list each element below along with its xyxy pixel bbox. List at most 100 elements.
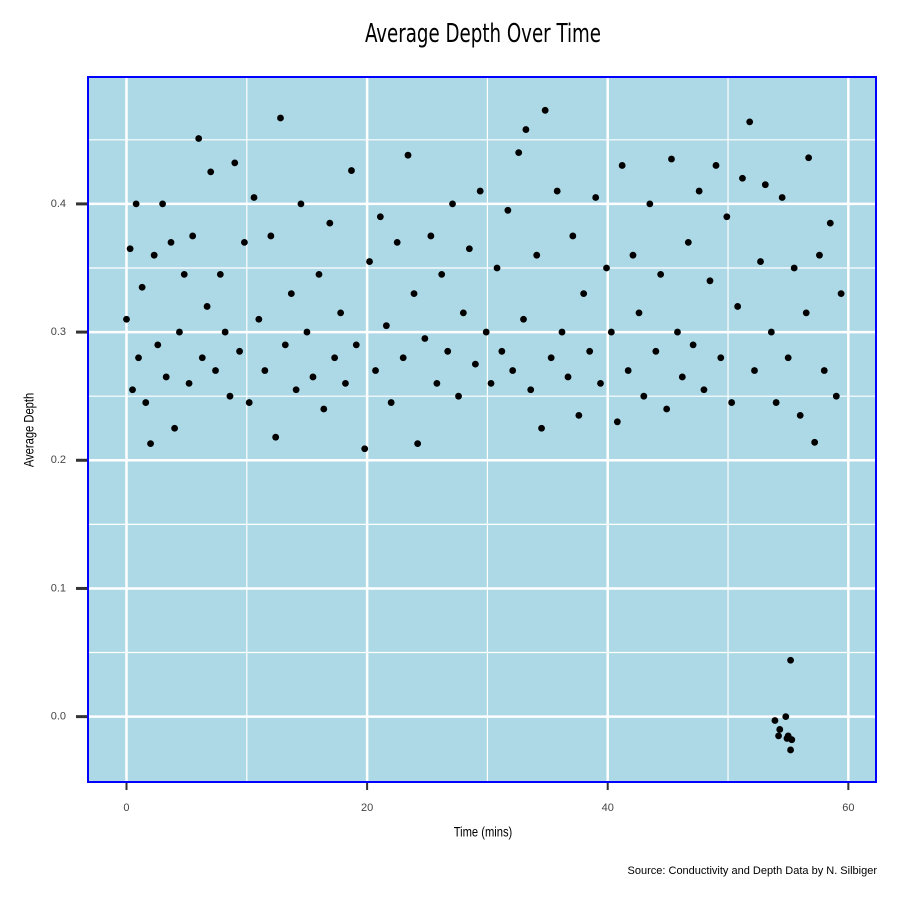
point	[652, 347, 660, 355]
point	[455, 392, 462, 400]
x-tick-label: 40	[602, 802, 614, 814]
point	[553, 187, 561, 195]
point	[613, 418, 621, 426]
point	[776, 726, 784, 733]
point	[212, 367, 219, 374]
point	[624, 367, 632, 374]
point	[240, 238, 248, 246]
point	[267, 232, 275, 240]
point	[123, 315, 130, 323]
point	[695, 187, 703, 195]
point	[132, 200, 140, 208]
point	[465, 245, 473, 253]
point	[250, 194, 258, 201]
point	[438, 271, 446, 278]
point	[684, 238, 692, 246]
caption: Source: Conductivity and Depth Data by N…	[628, 865, 878, 877]
point	[236, 347, 243, 355]
point	[761, 181, 769, 189]
point	[640, 392, 648, 400]
y-tick-label: 0.0	[51, 711, 66, 723]
point	[783, 735, 791, 742]
point	[449, 200, 456, 208]
point	[216, 271, 224, 278]
point	[203, 303, 211, 310]
point	[538, 424, 545, 432]
point	[757, 258, 764, 265]
point	[245, 399, 253, 406]
point	[493, 264, 501, 272]
point	[700, 386, 708, 394]
point	[751, 367, 758, 374]
x-tick-label: 20	[361, 802, 373, 814]
point	[717, 354, 725, 362]
point	[352, 341, 360, 349]
point	[734, 303, 742, 310]
point	[421, 335, 429, 342]
point	[746, 118, 754, 126]
point	[287, 290, 295, 298]
point	[547, 354, 555, 362]
point	[592, 194, 600, 201]
point	[522, 126, 530, 133]
point	[150, 251, 158, 259]
plot-border	[87, 76, 877, 783]
point	[498, 347, 506, 355]
x-tick-label: 0	[123, 802, 129, 814]
point	[142, 399, 150, 406]
chart-title: Average Depth Over Time	[365, 19, 601, 49]
point	[167, 238, 175, 246]
plot-panel	[88, 77, 876, 782]
point	[162, 373, 170, 381]
point	[303, 328, 311, 336]
point	[387, 399, 395, 406]
point	[315, 271, 323, 278]
point	[195, 135, 203, 142]
point	[147, 440, 154, 447]
point	[607, 328, 615, 336]
point	[527, 386, 535, 394]
point	[126, 245, 134, 253]
point	[802, 309, 810, 317]
point	[784, 354, 792, 362]
point	[198, 354, 206, 362]
point	[739, 174, 746, 182]
point	[135, 354, 142, 362]
point	[414, 440, 422, 447]
point	[331, 354, 339, 362]
y-tick-label: 0.3	[51, 326, 66, 338]
point	[618, 162, 626, 169]
point	[185, 379, 193, 387]
y-tick-label: 0.2	[51, 454, 66, 466]
point	[180, 271, 188, 278]
point	[476, 187, 484, 195]
point	[826, 219, 834, 227]
point	[504, 206, 512, 214]
point	[816, 251, 823, 259]
point	[597, 379, 604, 387]
point	[361, 445, 369, 453]
point	[404, 151, 412, 159]
point	[427, 232, 435, 240]
point	[723, 213, 731, 221]
point	[382, 322, 390, 330]
point	[728, 399, 736, 406]
point	[767, 328, 775, 336]
y-axis-label: Average Depth	[22, 393, 37, 467]
point	[297, 200, 305, 208]
point	[775, 732, 782, 740]
point	[189, 232, 197, 240]
point	[261, 367, 269, 374]
point	[410, 290, 418, 298]
point	[586, 347, 594, 355]
point	[159, 200, 166, 208]
point	[811, 438, 819, 446]
x-axis-label: Time (mins)	[454, 825, 513, 840]
point	[226, 392, 234, 400]
point	[580, 290, 588, 298]
point	[129, 386, 136, 394]
point	[376, 213, 384, 221]
point	[292, 386, 300, 394]
